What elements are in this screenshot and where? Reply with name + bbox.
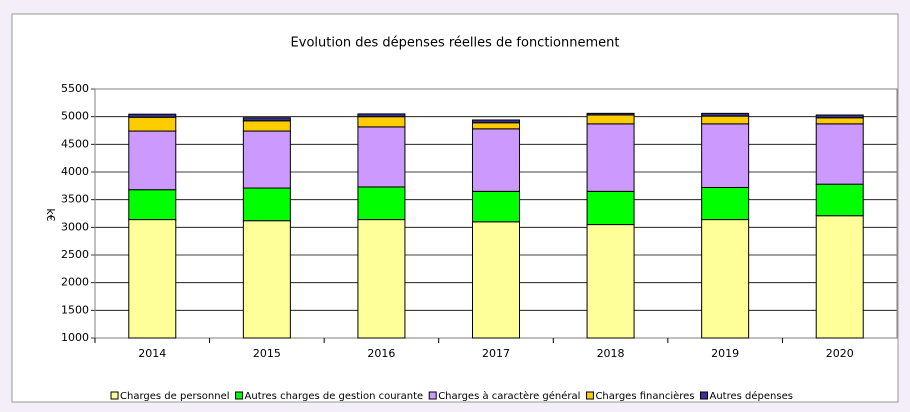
bar-segment (472, 221, 520, 339)
bar-segment (128, 130, 177, 191)
bar-segment (586, 123, 635, 192)
legend-swatch (428, 391, 437, 400)
bar-segment (586, 114, 635, 125)
legend-swatch (110, 391, 119, 400)
legend-label: Charges financières (595, 390, 694, 402)
bar-segment (472, 122, 520, 130)
x-tick-label: 2018 (597, 347, 625, 360)
bar-segment (815, 123, 864, 185)
legend-label: Autres dépenses (710, 390, 793, 402)
bar-segment (586, 224, 635, 339)
bar-segment (128, 113, 177, 118)
bar-segment (472, 190, 520, 223)
bar-segment (472, 128, 520, 192)
y-tick-label: 5500 (61, 82, 89, 95)
bar-segment (357, 219, 406, 339)
bar-segment (472, 119, 520, 124)
bar-segment (586, 112, 635, 116)
y-tick-label: 3500 (61, 193, 89, 206)
bar-segment (242, 120, 291, 132)
y-axis-label: k€ (44, 208, 57, 221)
legend-label: Charges à caractère général (438, 390, 580, 402)
bar-segment (128, 219, 177, 339)
bar-segment (815, 114, 864, 119)
chart-title: Evolution des dépenses réelles de foncti… (291, 36, 620, 51)
bar-segment (357, 113, 406, 118)
y-tick-label: 2500 (61, 248, 89, 261)
bar-segment (701, 186, 750, 221)
bar-segment (701, 115, 750, 125)
bar-segment (242, 187, 291, 222)
bar-segment (357, 126, 406, 188)
bar-segment (815, 183, 864, 217)
bar-segment (128, 189, 177, 221)
bar-segment (242, 220, 291, 339)
x-tick-label: 2014 (138, 347, 166, 360)
bar-segment (815, 215, 864, 339)
legend-swatch (235, 391, 244, 400)
bar-segment (701, 219, 750, 339)
bar-segment (815, 117, 864, 125)
y-tick-label: 4000 (61, 165, 89, 178)
bar-segment (701, 112, 750, 117)
x-tick-label: 2020 (826, 347, 854, 360)
x-tick-label: 2016 (367, 347, 395, 360)
bar-segment (357, 116, 406, 128)
legend-swatch (585, 391, 594, 400)
bar-segment (586, 190, 635, 226)
x-tick-label: 2019 (711, 347, 739, 360)
bar-segment (242, 130, 291, 189)
y-tick-label: 1000 (61, 331, 89, 344)
bar-segment (357, 186, 406, 221)
y-tick-label: 1500 (61, 303, 89, 316)
bar-segment (242, 117, 291, 122)
y-tick-label: 5000 (61, 110, 89, 123)
x-tick-label: 2017 (482, 347, 510, 360)
bar-segment (701, 123, 750, 188)
x-tick-label: 2015 (253, 347, 281, 360)
legend-label: Autres charges de gestion courante (245, 391, 424, 402)
legend: Charges de personnel Autres charges de ge… (110, 390, 793, 402)
y-tick-label: 4500 (61, 137, 89, 150)
y-tick-label: 3000 (61, 220, 89, 233)
bar-segment (128, 116, 177, 132)
legend-swatch (700, 391, 709, 400)
legend-label: Charges de personnel (120, 391, 230, 402)
y-tick-label: 2000 (61, 276, 89, 289)
